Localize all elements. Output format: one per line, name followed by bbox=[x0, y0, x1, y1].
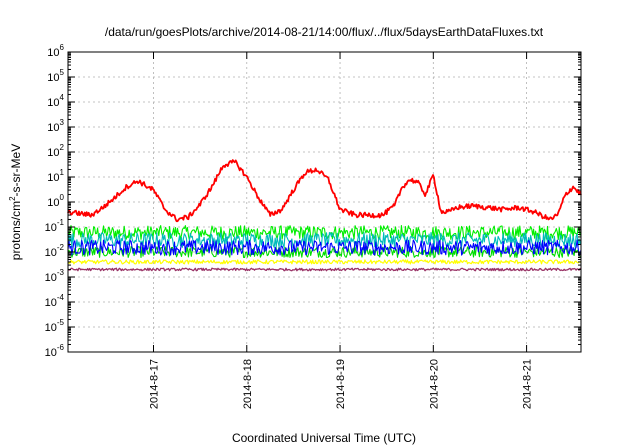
x-tick-label: 2014-8-19 bbox=[335, 359, 347, 409]
x-tick-label: 2014-8-18 bbox=[242, 359, 254, 409]
y-tick-label: 103 bbox=[47, 118, 64, 134]
x-tick-label: 2014-8-21 bbox=[522, 359, 534, 409]
y-tick-label: 10-4 bbox=[45, 293, 65, 309]
series-line bbox=[67, 159, 582, 223]
x-axis: 2014-8-17 2014-8-18 2014-8-19 2014-8-20 2014… bbox=[149, 52, 534, 409]
y-axis-label-units: -s-sr-MeV bbox=[9, 144, 23, 197]
x-tick-label: 2014-8-17 bbox=[149, 359, 161, 409]
y-axis-label-exponent: 2 bbox=[8, 196, 17, 201]
y-tick-label: 102 bbox=[47, 143, 64, 159]
y-tick-label: 10-2 bbox=[45, 243, 65, 259]
y-axis-label-main: protons/cm bbox=[9, 201, 23, 260]
y-axis-label: protons/cm2-s-sr-MeV bbox=[8, 144, 23, 260]
series-line bbox=[67, 239, 582, 256]
y-tick-label: 104 bbox=[47, 93, 64, 109]
series-line bbox=[67, 232, 582, 249]
y-axis: 10-6 10-5 10-4 10-3 10-2 10-1 100 101 102 103 104 1… bbox=[45, 43, 581, 359]
y-tick-label: 10-3 bbox=[45, 268, 65, 284]
series-layer bbox=[67, 159, 582, 272]
x-axis-label: Coordinated Universal Time (UTC) bbox=[232, 431, 416, 445]
y-tick-label: 101 bbox=[47, 168, 64, 184]
series-line bbox=[67, 259, 582, 265]
x-tick-label: 2014-8-20 bbox=[428, 359, 440, 409]
series-line bbox=[67, 267, 582, 272]
y-tick-label: 106 bbox=[47, 43, 64, 59]
y-tick-label: 105 bbox=[47, 68, 64, 84]
grid bbox=[68, 52, 581, 352]
y-tick-label: 10-6 bbox=[45, 343, 65, 359]
y-tick-label: 100 bbox=[47, 193, 64, 209]
chart-title: /data/run/goesPlots/archive/2014-08-21/1… bbox=[105, 25, 544, 39]
y-tick-label: 10-1 bbox=[45, 218, 65, 234]
y-tick-label: 10-5 bbox=[45, 318, 65, 334]
series-line bbox=[67, 225, 582, 241]
